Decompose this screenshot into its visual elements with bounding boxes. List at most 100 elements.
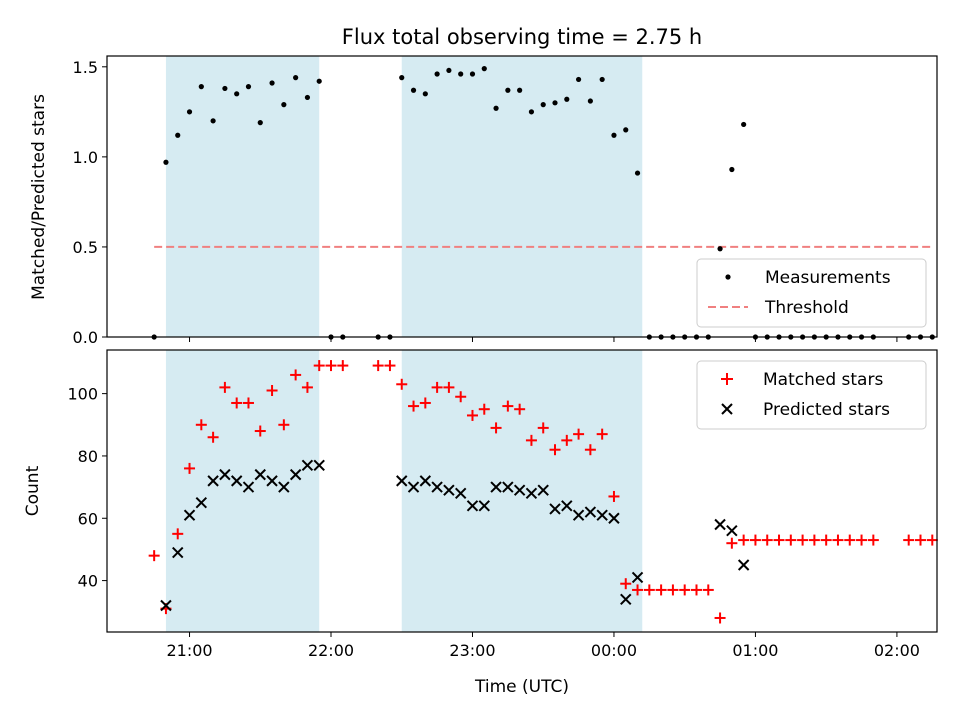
predicted-star-point [714,518,726,531]
predicted-star-point [183,509,196,521]
measurement-point [469,71,476,77]
predicted-star-point [525,487,538,500]
matched-star-point [384,360,396,372]
matched-star-point [844,534,856,546]
matched-star-point [667,584,679,596]
matched-star-point [820,534,832,546]
measurement-point [517,87,523,93]
predicted-star-point [502,481,514,493]
matched-star-point [419,397,431,409]
measurement-point [587,98,593,104]
x-tick-label: 22:00 [308,641,354,660]
matched-star-point [290,369,302,381]
matched-star-point [926,534,938,546]
predicted-star-point [396,475,408,487]
measurement-point [729,166,735,173]
top-legend-box [696,258,927,328]
matched-star-point [596,428,608,440]
legend-matched-marker [721,373,733,385]
predicted-star-point [620,593,632,605]
matched-star-point [773,534,785,546]
measurement-point [245,84,252,90]
matched-star-point [443,381,455,393]
predicted-star-point [572,509,585,521]
predicted-star-point [278,481,290,493]
matched-star-point [242,397,254,409]
top-y-tick-label: 1.5 [73,58,98,77]
predicted-star-point [207,475,219,487]
matched-star-point [372,360,384,372]
x-tick-label: 00:00 [591,641,637,660]
matched-star-point [797,534,809,546]
predicted-star-point [490,481,502,493]
x-tick-label: 21:00 [166,641,212,660]
bottom-shaded-intervals [165,350,643,632]
bottom-panel-frame [106,349,938,633]
measurement-point [316,78,322,84]
predicted-star-point [254,468,266,481]
matched-star-point [325,360,337,372]
measurement-point [505,87,511,93]
predicted-star-point [596,509,608,521]
predicted-star-point [737,559,750,571]
measurement-point [163,159,169,165]
predicted-star-point [561,500,573,512]
bottom-legend: Matched stars Predicted stars [696,360,927,430]
legend-predicted-label: Predicted stars [763,400,890,420]
legend-threshold-label: Threshold [764,298,849,318]
measurement-point [410,87,417,93]
predicted-star-point [160,599,172,612]
measurement-point [493,105,499,111]
predicted-star-point [726,525,738,537]
measurement-point [434,71,440,77]
matched-star-point [714,612,726,624]
matched-star-point [549,444,561,456]
bottom-y-tick-label: 40 [78,572,98,591]
matched-star-point [396,378,408,390]
matched-star-point [478,403,490,415]
matched-star-point [455,391,467,403]
predicted-star-point [289,468,302,481]
top-x-ticks [189,337,898,342]
predicted-star-point [478,500,490,512]
legend-matched-label: Matched stars [763,370,883,390]
measurement-point [198,84,204,90]
top-y-axis-label: Matched/Predicted stars [29,94,49,300]
x-tick-label: 23:00 [449,641,495,660]
matched-star-point [525,434,537,446]
measurement-point [717,246,723,252]
predicted-star-point [584,506,597,518]
bottom-y-tick-label: 100 [67,385,98,404]
chart-title: Flux total observing time = 2.75 h [342,25,702,49]
matched-star-point [301,381,313,393]
matched-star-point [785,534,797,546]
legend-measurements-label: Measurements [765,268,891,288]
measurement-point [422,91,428,97]
measurement-point [222,85,228,92]
legend-predicted-marker [721,403,733,415]
matched-star-point [184,462,196,474]
matched-star-point [655,584,667,596]
predicted-star-point [266,475,278,487]
predicted-star-point [454,487,467,500]
bottom-legend-box [696,360,927,430]
measurement-point [304,94,311,101]
matched-star-point [514,403,526,415]
bottom-y-tick-label: 80 [78,447,98,466]
predicted-star-point [301,459,314,471]
predicted-star-point [172,546,184,559]
legend-measurements-marker [725,274,731,280]
predicted-star-point [242,481,255,493]
matched-star-point [254,425,266,437]
top-legend: Measurements Threshold [696,258,927,328]
measurement-point [552,100,558,106]
measurement-point [481,66,487,72]
matched-star-point [337,360,349,372]
top-panel-frame [106,55,938,338]
predicted-star-point [219,468,231,481]
measurement-point [281,102,287,108]
measurement-point [599,76,605,83]
top-y-tick-label: 0.5 [73,238,98,257]
matched-star-point [608,490,620,502]
